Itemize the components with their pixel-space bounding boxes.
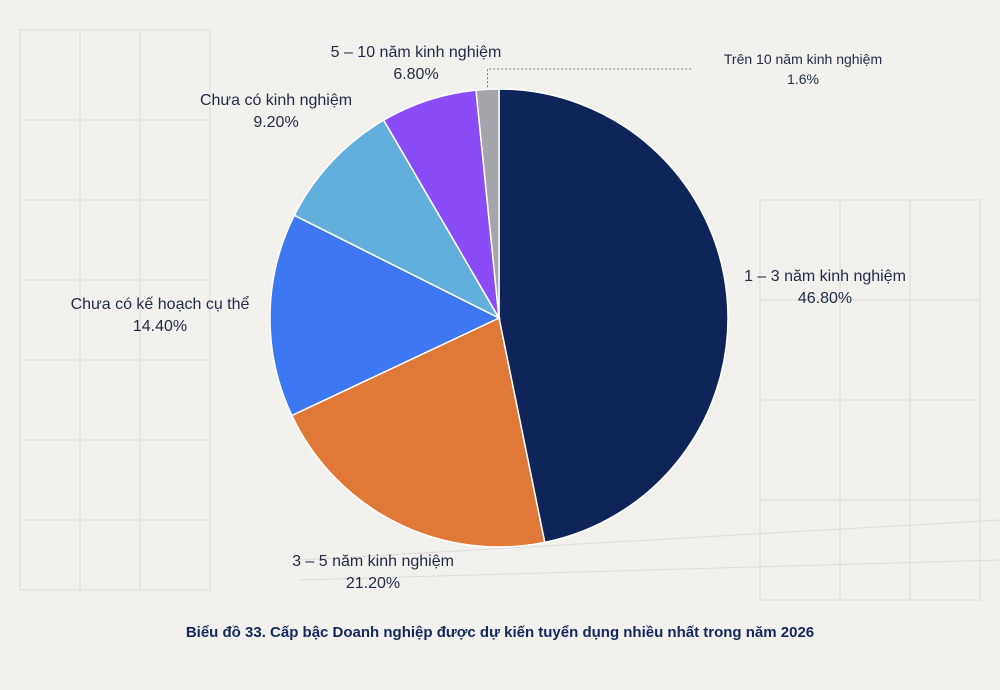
slice-value-label: 1.6% — [787, 71, 819, 87]
pie-slice — [475, 88, 500, 319]
slice-category-label: 1 – 3 năm kinh nghiệm — [744, 268, 906, 285]
slice-category-label: 3 – 5 năm kinh nghiệm — [292, 553, 454, 570]
pie-slice — [290, 316, 546, 548]
slice-value-label: 6.80% — [393, 66, 438, 83]
slice-category-label: Trên 10 năm kinh nghiệm — [724, 51, 882, 67]
slice-value-label: 14.40% — [133, 318, 187, 335]
slice-value-label: 21.20% — [346, 575, 400, 592]
slice-value-label: 9.20% — [253, 114, 298, 131]
slice-category-label: Chưa có kế hoạch cụ thể — [71, 295, 250, 313]
pie-slice — [269, 214, 501, 417]
slice-value-label: 46.80% — [798, 290, 852, 307]
chart-title: Biểu đồ 33. Cấp bậc Doanh nghiệp được dự… — [185, 624, 815, 641]
slice-category-label: Chưa có kinh nghiệm — [200, 92, 352, 109]
pie-slice — [498, 88, 729, 544]
slice-category-label: 5 – 10 năm kinh nghiệm — [331, 44, 502, 61]
leader-line — [487, 68, 693, 88]
pie-slice — [293, 119, 501, 320]
